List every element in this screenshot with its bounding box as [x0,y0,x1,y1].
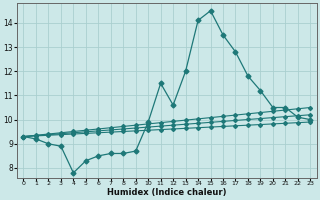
X-axis label: Humidex (Indice chaleur): Humidex (Indice chaleur) [107,188,227,197]
